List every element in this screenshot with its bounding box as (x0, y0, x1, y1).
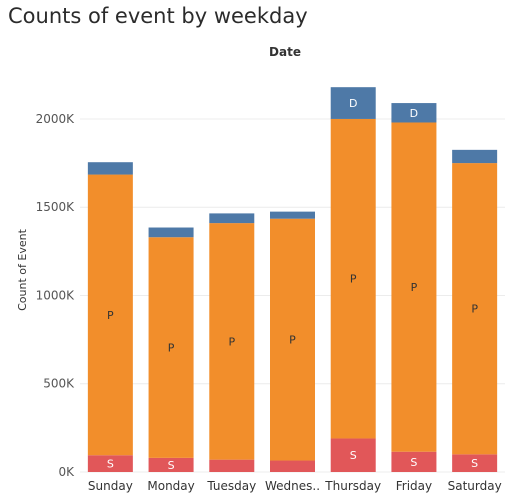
bar-segment-p[interactable] (452, 163, 498, 455)
bar-segment-d[interactable] (452, 149, 498, 164)
x-tick-label: Friday (396, 479, 432, 493)
bar-segment-p[interactable] (391, 122, 437, 452)
bar-segment-s[interactable] (87, 455, 133, 472)
bar-segment-p[interactable] (148, 237, 194, 458)
chart-title: Counts of event by weekday (8, 4, 308, 28)
x-tick-label: Sunday (88, 479, 133, 493)
x-tick-label: Thursday (324, 479, 381, 493)
bar-segment-s[interactable] (452, 454, 498, 472)
bar-segment-label: P (471, 303, 478, 316)
x-tick-label: Saturday (448, 479, 502, 493)
bar-segment-label: S (350, 449, 357, 462)
bar-segment-label: P (289, 334, 296, 347)
bar-segment-label: S (107, 458, 114, 471)
bar-segment-label: S (168, 459, 175, 472)
x-tick-label: Monday (147, 479, 194, 493)
y-tick-label: 500K (43, 377, 75, 391)
bar-segment-label: P (228, 335, 235, 348)
bar-segment-s[interactable] (148, 457, 194, 472)
y-tick-label: 0K (58, 465, 75, 479)
bar-segment-label: P (411, 281, 418, 294)
column-header-date: Date (269, 45, 301, 59)
bar-segment-d[interactable] (330, 87, 376, 119)
bar-segment-s[interactable] (209, 459, 255, 472)
bar-segment-s[interactable] (330, 438, 376, 472)
bar-segment-p[interactable] (209, 223, 255, 460)
bar-segment-s[interactable] (270, 460, 315, 472)
bar-segment-label: P (350, 273, 357, 286)
bar-segment-p[interactable] (270, 218, 315, 461)
y-tick-label: 1000K (36, 288, 76, 302)
bar-segment-p[interactable] (330, 118, 376, 439)
bar-segment-label: S (471, 457, 478, 470)
y-tick-label: 2000K (36, 112, 76, 126)
bar-segment-d[interactable] (87, 162, 133, 175)
bar-segment-d[interactable] (270, 211, 315, 219)
x-tick-label: Wednes.. (265, 479, 320, 493)
bar-segment-d[interactable] (209, 213, 255, 224)
y-axis-label: Count of Event (16, 228, 29, 310)
bar-segment-s[interactable] (391, 451, 437, 472)
x-tick-label: Tuesday (206, 479, 256, 493)
bar-segment-label: S (410, 456, 417, 469)
bar-segment-label: P (168, 342, 175, 355)
bar-segment-label: D (349, 97, 357, 110)
y-tick-label: 1500K (36, 200, 76, 214)
bar-segment-label: P (107, 309, 114, 322)
bar-segment-d[interactable] (148, 227, 194, 238)
bar-segment-label: D (410, 107, 418, 120)
bar-segment-p[interactable] (87, 174, 133, 456)
bar-segment-d[interactable] (391, 103, 437, 123)
